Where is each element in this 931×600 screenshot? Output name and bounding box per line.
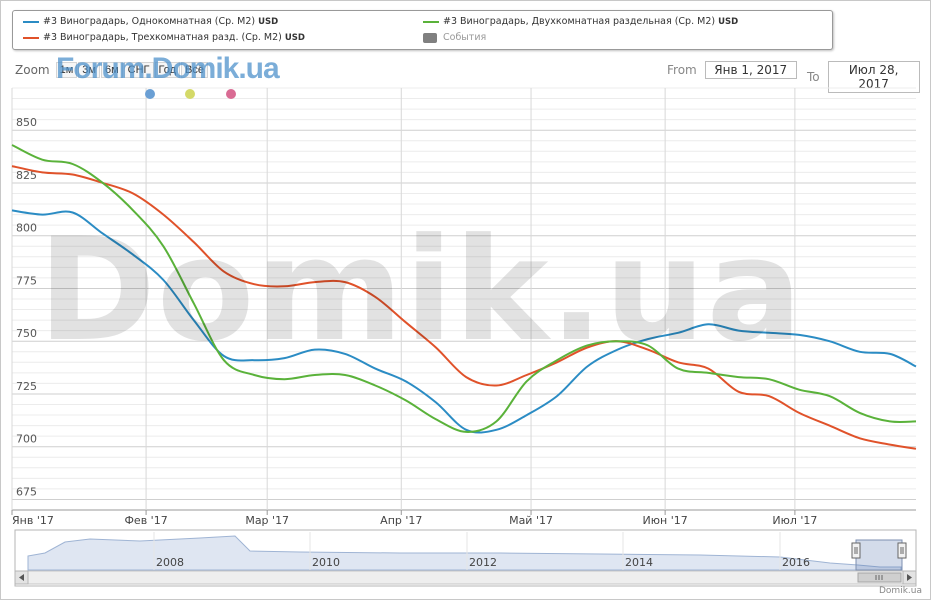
legend-unit: USD — [284, 32, 305, 43]
chart-grid — [11, 87, 916, 511]
chart-series — [11, 144, 917, 450]
range-from-input[interactable]: Янв 1, 2017 — [704, 61, 797, 79]
y-tick-label: 675 — [16, 485, 37, 498]
navigator-handle[interactable] — [851, 542, 861, 559]
navigator-year-label: 2010 — [312, 556, 340, 569]
legend-item-events[interactable]: События — [423, 32, 486, 43]
y-axis: 675 700 725 750 775 800 825 850 — [16, 116, 37, 498]
legend-line-one-room — [23, 20, 39, 23]
x-tick-label: Мар '17 — [245, 514, 289, 527]
chevron-right-icon — [907, 574, 912, 581]
navigator-selection — [855, 539, 903, 571]
zoom-label: Zoom — [15, 63, 50, 77]
series-line-0 — [11, 209, 917, 434]
range-from-label: From — [667, 63, 697, 77]
navigator-year-label: 2012 — [469, 556, 497, 569]
zoom-ytd-button[interactable]: СНГ — [123, 62, 154, 78]
event-dot — [145, 89, 155, 99]
y-tick-label: 750 — [16, 327, 37, 340]
legend-label: #3 Виноградарь, Двухкомнатная раздельная… — [443, 16, 716, 27]
legend-item-one-room[interactable]: #3 Виноградарь, Однокомнатная (Ср. М2) U… — [23, 16, 278, 27]
x-axis: Янв '17 Фев '17 Мар '17 Апр '17 Май '17 Июн '… — [11, 510, 817, 527]
x-tick-label: Июл '17 — [772, 514, 817, 527]
navigator-year-label: 2014 — [625, 556, 653, 569]
x-tick-label: Фев '17 — [124, 514, 167, 527]
range-to-label: To — [807, 70, 820, 84]
zoom-6m-button[interactable]: 6м — [100, 62, 123, 78]
zoom-3m-button[interactable]: 3м — [78, 62, 100, 78]
legend-label: #3 Виноградарь, Однокомнатная (Ср. М2) — [43, 16, 256, 27]
navigator-year-label: 2008 — [156, 556, 184, 569]
legend-label: #3 Виноградарь, Трехкомнатная разд. (Ср.… — [43, 32, 282, 43]
y-tick-label: 800 — [16, 222, 37, 235]
series-line-2 — [11, 144, 917, 433]
zoom-all-button[interactable]: Всё — [181, 62, 208, 78]
legend-label: События — [443, 32, 487, 43]
navigator-handle[interactable] — [897, 542, 907, 559]
event-dot — [185, 89, 195, 99]
zoom-1y-button[interactable]: Год — [154, 62, 181, 78]
navigator[interactable]: 2008 2010 2012 2014 2016 — [14, 529, 917, 587]
range-from: From Янв 1, 2017 — [667, 61, 797, 79]
y-tick-label: 700 — [16, 433, 37, 446]
legend-line-two-room — [423, 20, 439, 23]
legend-unit: USD — [718, 16, 739, 27]
forum-logo: Forum.Domik.ua — [56, 52, 280, 85]
zoom-1m-button[interactable]: 1м — [55, 62, 78, 78]
series-line-1 — [11, 165, 917, 450]
legend-item-two-room[interactable]: #3 Виноградарь, Двухкомнатная раздельная… — [423, 16, 738, 27]
y-tick-label: 775 — [16, 274, 37, 287]
x-tick-label: Июн '17 — [643, 514, 688, 527]
legend-unit: USD — [258, 16, 279, 27]
legend-events-swatch — [423, 32, 437, 43]
x-tick-label: Апр '17 — [380, 514, 422, 527]
legend-line-three-room — [23, 36, 39, 39]
scrollbar-track — [14, 570, 917, 585]
x-tick-label: Янв '17 — [12, 514, 54, 527]
y-tick-label: 850 — [16, 116, 37, 129]
x-tick-label: Май '17 — [509, 514, 553, 527]
legend-item-three-room[interactable]: #3 Виноградарь, Трехкомнатная разд. (Ср.… — [23, 32, 305, 43]
y-tick-label: 825 — [16, 169, 37, 182]
chevron-left-icon — [19, 574, 24, 581]
y-tick-label: 725 — [16, 380, 37, 393]
event-dot — [226, 89, 236, 99]
navigator-area — [27, 535, 902, 571]
zoom-controls: Zoom 1м 3м 6м СНГ Год Всё — [15, 62, 209, 78]
chart-legend: #3 Виноградарь, Однокомнатная (Ср. М2) U… — [12, 10, 833, 50]
event-markers — [145, 89, 236, 99]
credit-link[interactable]: Domik.ua — [879, 586, 922, 596]
navigator-year-label: 2016 — [782, 556, 810, 569]
